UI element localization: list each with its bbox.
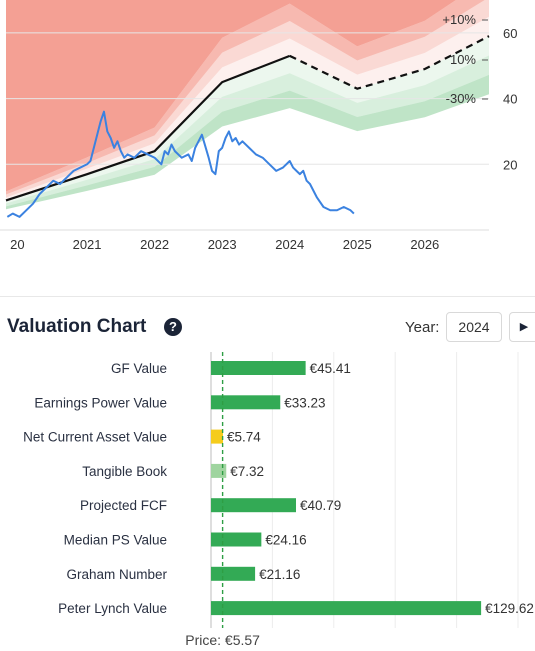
bar-value-label: €5.74 — [227, 430, 261, 445]
x-tick-label: 2024 — [275, 237, 304, 252]
play-icon: ▶ — [519, 321, 529, 333]
section-divider — [0, 296, 535, 297]
bar-value-label: €33.23 — [284, 395, 325, 410]
bar-value-label: €40.79 — [300, 498, 341, 513]
upper-band-3 — [6, 0, 485, 195]
y-tick-label: 60 — [503, 26, 517, 41]
upper-band-outer — [6, 0, 489, 192]
category-label: Peter Lynch Value — [58, 601, 167, 616]
valuation-bar — [211, 463, 227, 478]
category-label: Median PS Value — [64, 533, 167, 548]
help-icon[interactable]: ? — [164, 318, 182, 336]
category-label: Tangible Book — [82, 464, 167, 479]
y-tick-label: 20 — [503, 157, 517, 172]
year-select[interactable]: 2024 — [446, 312, 502, 342]
x-tick-label: 20 — [10, 237, 24, 252]
valuation-bar — [211, 395, 281, 410]
x-tick-label: 2022 — [140, 237, 169, 252]
category-label: GF Value — [111, 361, 167, 376]
valuation-chart-title: Valuation Chart — [7, 316, 147, 337]
year-label: Year: — [405, 319, 440, 336]
x-tick-label: 2023 — [208, 237, 237, 252]
price-line — [6, 110, 355, 218]
valuation-bar-chart: GF Value €45.41 Earnings Power Value €33.23… — [23, 352, 534, 648]
x-tick-label: 2021 — [73, 237, 102, 252]
category-label: Net Current Asset Value — [23, 430, 167, 445]
bar-value-label: €21.16 — [259, 567, 300, 582]
y-tick-label: 40 — [503, 92, 517, 107]
valuation-bar — [211, 601, 482, 616]
valuation-bar — [211, 498, 297, 513]
bar-value-label: €45.41 — [310, 361, 351, 376]
category-label: Projected FCF — [80, 498, 167, 513]
lower-band-2 — [6, 55, 489, 207]
valuation-bar — [211, 532, 262, 547]
band-label: -30% — [446, 91, 477, 106]
valuation-bar — [211, 566, 256, 581]
valuation-bar — [211, 429, 223, 444]
upper-band-2 — [6, 0, 489, 198]
bar-value-label: €24.16 — [265, 533, 306, 548]
bar-value-label: €7.32 — [230, 464, 264, 479]
lower-band-1 — [6, 74, 489, 210]
band-label: 10% — [450, 52, 476, 67]
gf-value-history-chart: 20 2021 2022 2023 2024 2025 2026 60 40 20 +10% 10% -… — [0, 0, 517, 252]
price-label: Price: €5.57 — [185, 632, 260, 648]
category-label: Earnings Power Value — [34, 395, 167, 410]
x-tick-label: 2026 — [410, 237, 439, 252]
play-button[interactable]: ▶ — [509, 312, 535, 342]
bar-value-label: €129.62 — [485, 601, 534, 616]
band-label: +10% — [442, 12, 476, 27]
valuation-bar — [211, 361, 306, 375]
x-tick-label: 2025 — [343, 237, 372, 252]
category-label: Graham Number — [66, 567, 167, 582]
gf-value-projection-line — [289, 35, 490, 90]
